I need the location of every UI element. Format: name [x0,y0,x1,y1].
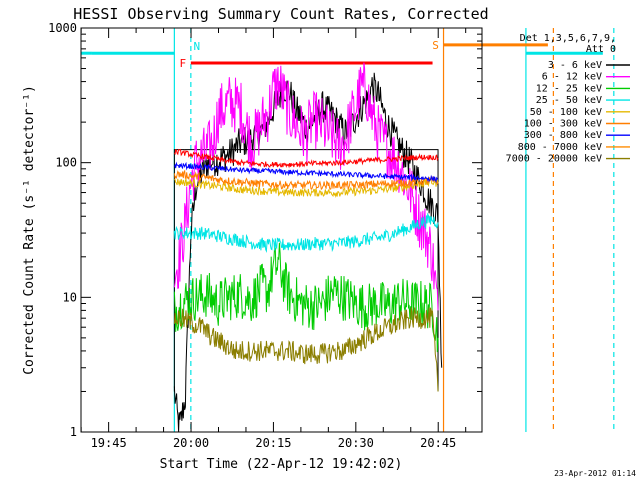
chart-decorations: NF S [81,28,615,432]
x-axis-label: Start Time (22-Apr-12 19:42:02) [160,457,403,472]
legend-label: 100 - 300 keV [524,119,602,130]
series-line-7 [174,148,439,169]
x-tick-label: 20:00 [173,436,209,450]
y-tick-label: 10 [63,290,77,304]
orbit-label-s: S [432,39,439,52]
legend-label: 50 - 100 keV [530,107,602,118]
legend-header: Att 0 [586,44,616,55]
x-tick-label: 19:45 [91,436,127,450]
legend-label: 7000 - 20000 keV [506,154,602,165]
series-line-5 [173,169,439,191]
y-axis-label: Corrected Count Rate (s⁻¹ detector⁻¹) [22,85,37,375]
series-line-4 [174,177,439,198]
legend-label: 3 - 6 keV [548,60,602,71]
chart-series-layer [173,62,443,433]
chart-title: HESSI Observing Summary Count Rates, Cor… [73,5,488,23]
footer-timestamp: 23-Apr-2012 01:14 [554,469,636,478]
y-tick-label: 1 [70,425,77,439]
legend-label: 12 - 25 keV [536,83,602,94]
plot-frame [80,27,483,433]
legend-label: 6 - 12 keV [542,72,602,83]
x-tick-label: 20:45 [420,436,456,450]
series-line-3 [173,212,439,254]
series-line-1 [173,62,439,311]
y-tick-label: 100 [55,156,77,170]
legend-label: 25 - 50 keV [536,95,602,106]
x-tick-label: 20:15 [255,436,291,450]
orbit-label-n: N [194,40,201,53]
series-line-6 [173,161,439,184]
legend-label: 800 - 7000 keV [518,142,602,153]
x-tick-label: 20:30 [338,436,374,450]
y-tick-label: 1000 [48,21,77,35]
chart-axes: 1 10 100 1000 19:45 20:00 20:15 20:30 20:45 [48,21,482,450]
series-line-2 [173,242,439,353]
series-line-8 [173,307,439,392]
orbit-label-f: F [180,57,187,70]
legend-header: Det 1,3,5,6,7,9, [520,33,616,44]
legend-label: 300 - 800 keV [524,130,602,141]
